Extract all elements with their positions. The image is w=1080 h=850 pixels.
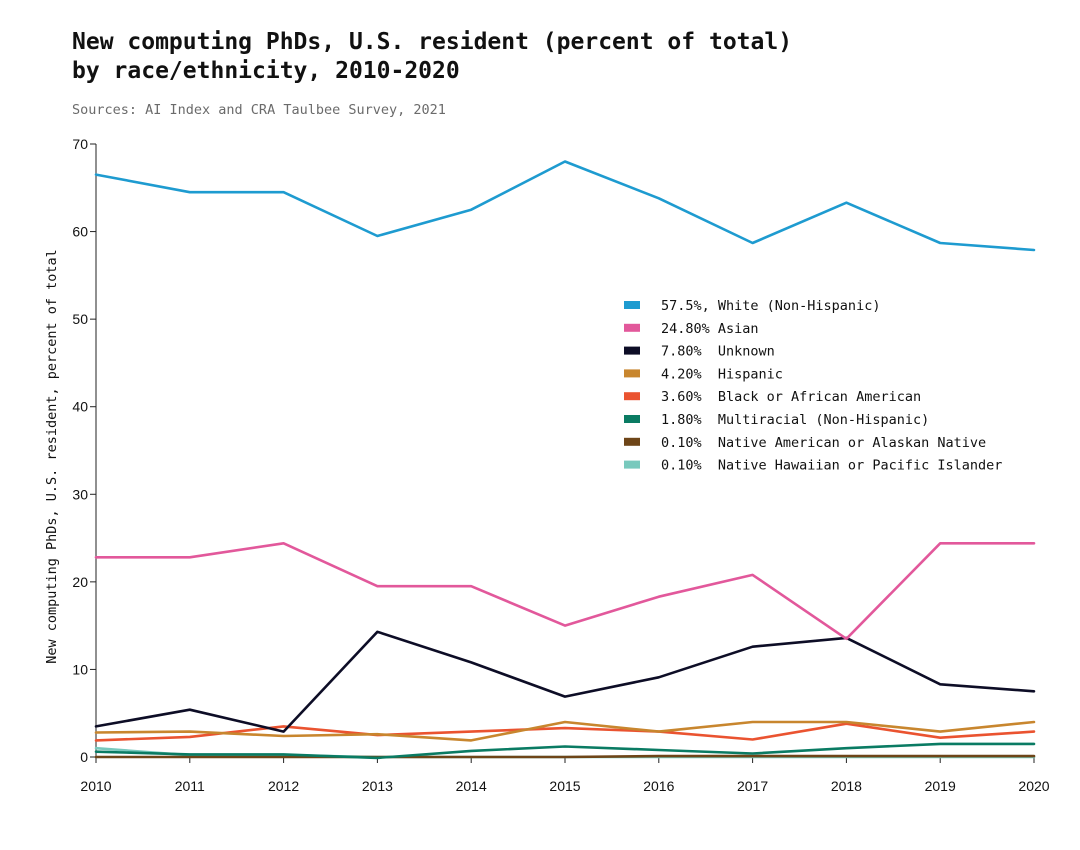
legend-entry: 4.20% Hispanic bbox=[661, 366, 783, 382]
chart-subtitle: Sources: AI Index and CRA Taulbee Survey… bbox=[72, 102, 446, 118]
y-tick-label: 0 bbox=[80, 749, 88, 765]
legend-swatch bbox=[624, 369, 640, 378]
x-tick-label: 2013 bbox=[362, 778, 393, 794]
legend-entry: 1.80% Multiracial (Non-Hispanic) bbox=[661, 412, 929, 428]
legend-swatch bbox=[624, 415, 640, 423]
legend-swatch bbox=[624, 323, 640, 332]
legend: 57.5%, White (Non-Hispanic) 24.80% Asian 7… bbox=[624, 298, 1002, 474]
series-line-5 bbox=[94, 742, 1036, 760]
legend-entry: 57.5%, White (Non-Hispanic) bbox=[661, 298, 880, 314]
y-tick-label: 50 bbox=[72, 311, 88, 327]
legend-entry: 3.60% Black or African American bbox=[661, 389, 921, 405]
legend-entry: 24.80% Asian bbox=[661, 321, 759, 337]
legend-swatch bbox=[624, 392, 640, 401]
legend-swatch bbox=[624, 437, 640, 446]
x-tick-label: 2016 bbox=[643, 778, 674, 794]
x-tick-label: 2011 bbox=[175, 778, 205, 794]
y-axis-label: New computing PhDs, U.S. resident, perce… bbox=[44, 249, 60, 664]
x-tick-label: 2020 bbox=[1018, 778, 1049, 794]
y-tick-label: 10 bbox=[72, 661, 88, 677]
x-tick-label: 2015 bbox=[549, 778, 580, 794]
axes: 0 10 20 30 40 50 60 70 2010 2011 2012 2013 2014 2015 2… bbox=[44, 136, 1050, 794]
legend-swatch bbox=[624, 460, 640, 469]
legend-swatch bbox=[624, 301, 640, 309]
x-tick-label: 2012 bbox=[268, 778, 299, 794]
x-tick-label: 2017 bbox=[737, 778, 768, 794]
series-line-2 bbox=[94, 630, 1036, 733]
legend-entry: 0.10% Native American or Alaskan Native bbox=[661, 435, 986, 451]
legend-entry: 0.10% Native Hawaiian or Pacific Islande… bbox=[661, 458, 1002, 474]
series-line-6 bbox=[94, 754, 1036, 759]
chart-title-line-2: by race/ethnicity, 2010-2020 bbox=[72, 58, 460, 84]
legend-swatch bbox=[624, 346, 640, 355]
x-tick-label: 2014 bbox=[456, 778, 487, 794]
y-tick-label: 60 bbox=[72, 224, 88, 240]
series-line-4 bbox=[94, 722, 1036, 742]
x-tick-label: 2010 bbox=[80, 778, 111, 794]
series-lines bbox=[94, 160, 1036, 760]
x-tick-label: 2019 bbox=[925, 778, 956, 794]
y-tick-label: 30 bbox=[72, 486, 88, 502]
x-tick-label: 2018 bbox=[831, 778, 862, 794]
series-line-0 bbox=[94, 160, 1036, 252]
series-line-1 bbox=[94, 541, 1036, 641]
y-tick-label: 70 bbox=[72, 136, 88, 152]
y-tick-label: 40 bbox=[72, 399, 88, 415]
chart-title: New computing PhDs, U.S. resident (perce… bbox=[72, 28, 792, 86]
legend-entry: 7.80% Unknown bbox=[661, 344, 775, 360]
chart-title-line-1: New computing PhDs, U.S. resident (perce… bbox=[72, 29, 793, 55]
y-tick-label: 20 bbox=[72, 574, 88, 590]
series-line-3 bbox=[94, 720, 1036, 742]
